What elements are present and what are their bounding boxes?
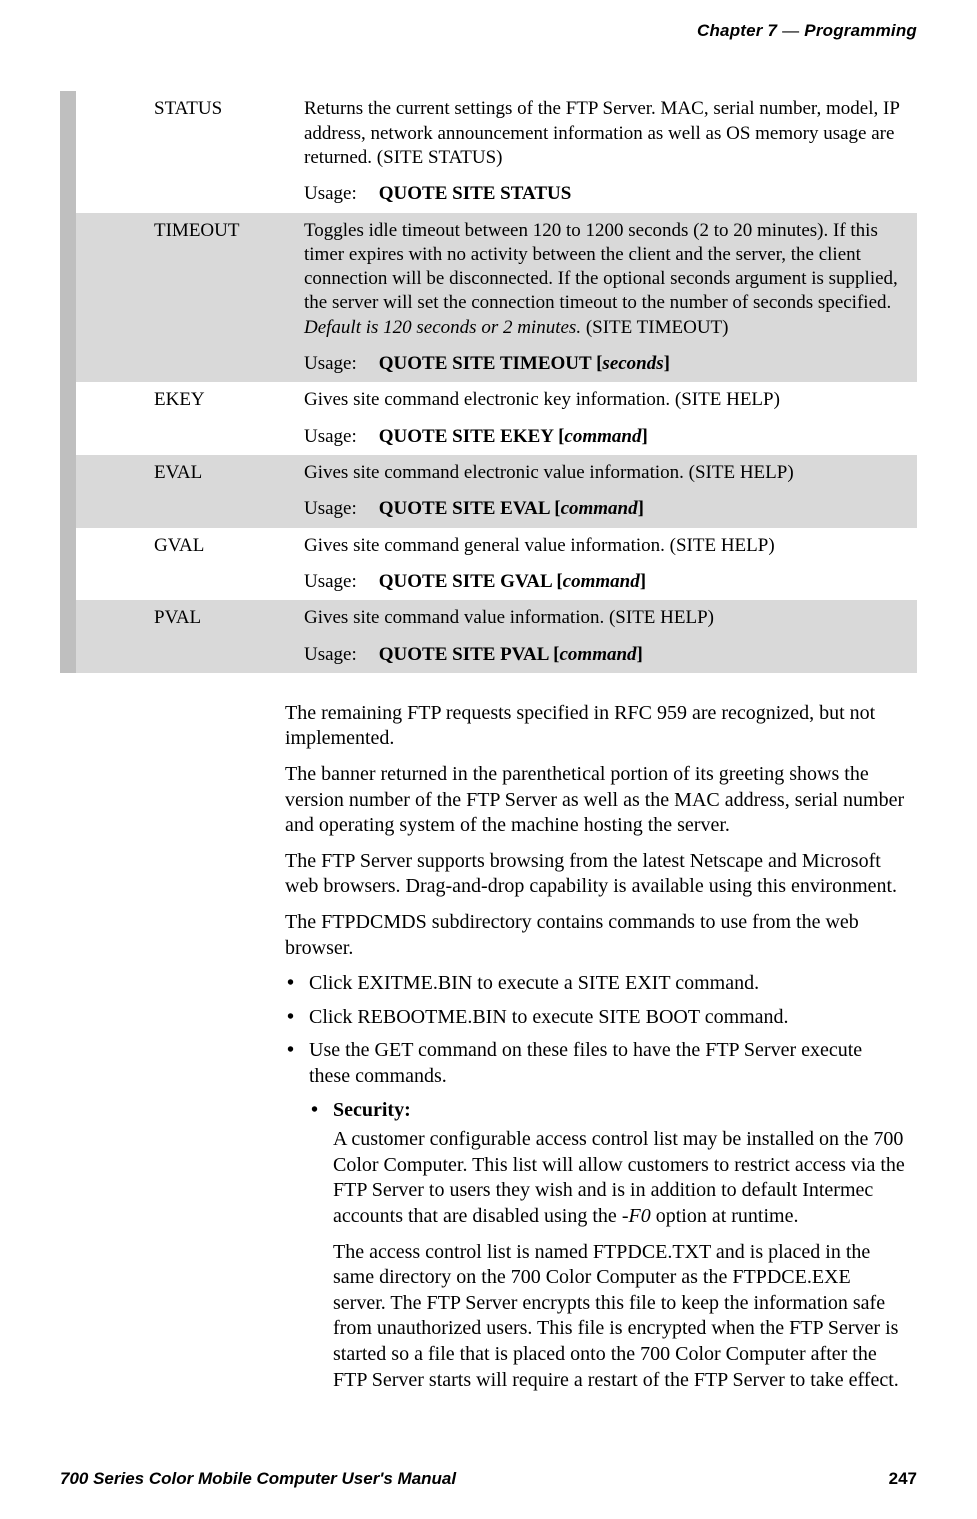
table-row: Usage: QUOTE SITE STATUS [60, 176, 917, 212]
table-row: EKEY Gives site command electronic key i… [60, 382, 917, 418]
cmd-name: PVAL [146, 600, 296, 636]
list-item: Security: A customer configurable access… [309, 1098, 907, 1394]
usage-label: Usage: [304, 570, 374, 594]
paragraph: The FTPDCMDS subdirectory contains comma… [285, 910, 907, 961]
table-row: TIMEOUT Toggles idle timeout between 120… [60, 213, 917, 347]
table-row: Usage: QUOTE SITE GVAL [command] [60, 564, 917, 600]
table-row: Usage: QUOTE SITE EVAL [command] [60, 491, 917, 527]
page-footer: 700 Series Color Mobile Computer User's … [60, 1468, 917, 1489]
usage-label: Usage: [304, 352, 374, 376]
table-row: EVAL Gives site command electronic value… [60, 455, 917, 491]
section-title: Programming [804, 21, 917, 40]
usage-command: QUOTE SITE STATUS [379, 183, 572, 204]
usage-label: Usage: [304, 497, 374, 521]
cmd-name: STATUS [146, 91, 296, 176]
table-row: Usage: QUOTE SITE PVAL [command] [60, 637, 917, 673]
body-text: The remaining FTP requests specified in … [285, 701, 907, 1393]
paragraph: The banner returned in the parenthetical… [285, 762, 907, 839]
chapter-label: Chapter 7 [697, 21, 777, 40]
cmd-desc: Gives site command value information. (S… [296, 600, 917, 636]
security-paragraph: The access control list is named FTPDCE.… [333, 1240, 907, 1394]
list-item: Use the GET command on these files to ha… [285, 1038, 907, 1393]
table-row: STATUS Returns the current settings of t… [60, 91, 917, 176]
cmd-name: EVAL [146, 455, 296, 491]
manual-title: 700 Series Color Mobile Computer User's … [60, 1468, 456, 1489]
table-row: GVAL Gives site command general value in… [60, 528, 917, 564]
cmd-name: GVAL [146, 528, 296, 564]
cmd-desc: Gives site command electronic value info… [296, 455, 917, 491]
usage-command: QUOTE SITE TIMEOUT [seconds] [379, 353, 670, 374]
usage-command: QUOTE SITE EVAL [command] [379, 498, 644, 519]
security-label: Security: [333, 1099, 411, 1121]
paragraph: The remaining FTP requests specified in … [285, 701, 907, 752]
command-table: STATUS Returns the current settings of t… [60, 91, 917, 673]
cmd-desc: Gives site command general value informa… [296, 528, 917, 564]
page-number: 247 [889, 1468, 917, 1489]
list-item: Click REBOOTME.BIN to execute SITE BOOT … [285, 1005, 907, 1031]
usage-label: Usage: [304, 643, 374, 667]
cmd-name: TIMEOUT [146, 213, 296, 347]
table-row: Usage: QUOTE SITE TIMEOUT [seconds] [60, 346, 917, 382]
usage-label: Usage: [304, 425, 374, 449]
bullet-list: Click EXITME.BIN to execute a SITE EXIT … [285, 971, 907, 1393]
security-paragraph: A customer configurable access control l… [333, 1127, 907, 1229]
cmd-desc: Gives site command electronic key inform… [296, 382, 917, 418]
cmd-name: EKEY [146, 382, 296, 418]
cmd-desc: Returns the current settings of the FTP … [296, 91, 917, 176]
table-row: PVAL Gives site command value informatio… [60, 600, 917, 636]
header-dash: — [782, 21, 799, 40]
nested-list: Security: A customer configurable access… [309, 1098, 907, 1394]
table-row: Usage: QUOTE SITE EKEY [command] [60, 419, 917, 455]
usage-label: Usage: [304, 182, 374, 206]
cmd-desc: Toggles idle timeout between 120 to 1200… [296, 213, 917, 347]
usage-command: QUOTE SITE GVAL [command] [379, 571, 646, 592]
paragraph: The FTP Server supports browsing from th… [285, 849, 907, 900]
usage-command: QUOTE SITE PVAL [command] [379, 644, 643, 665]
usage-command: QUOTE SITE EKEY [command] [379, 426, 648, 447]
list-item: Click EXITME.BIN to execute a SITE EXIT … [285, 971, 907, 997]
running-header: Chapter 7 — Programming [60, 20, 917, 41]
